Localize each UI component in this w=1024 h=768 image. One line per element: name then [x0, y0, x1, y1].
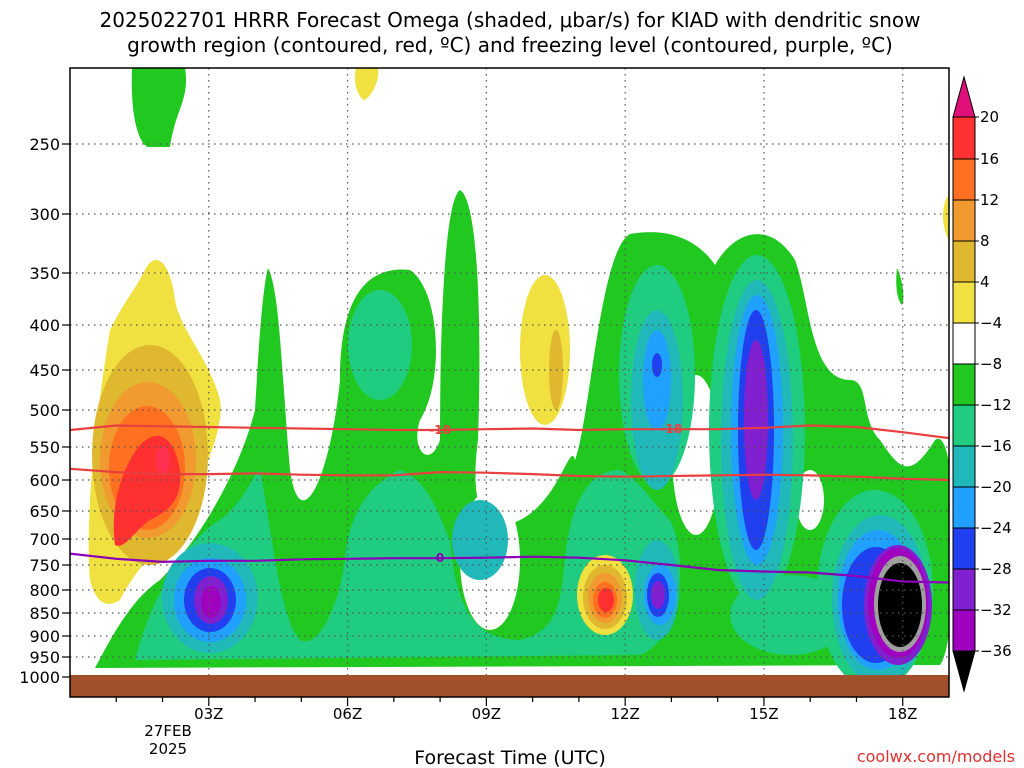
colorbar-low-arrow [952, 650, 976, 693]
colorbar-label: −36 [980, 642, 1012, 660]
omega-region-teal [348, 290, 412, 400]
x-tick-label: 06Z [333, 705, 362, 723]
y-tick-label: 900 [29, 627, 60, 646]
y-tick-label: 450 [29, 361, 60, 380]
colorbar-bin [952, 116, 976, 160]
temperature-contours: -18 -18 0 [70, 422, 949, 584]
omega-region-magenta [156, 446, 170, 474]
omega-region-green-small [896, 268, 904, 305]
omega-region-cyan [452, 500, 508, 580]
contour-line [70, 467, 949, 482]
omega-region-teal [135, 470, 680, 660]
x-axis: 03Z 06Z 09Z 12Z 15Z 18Z [115, 697, 917, 723]
y-tick-label: 350 [29, 264, 60, 283]
y-tick-label: 1000 [19, 668, 60, 687]
colorbar: 20 16 12 8 4 −4 −8 −12 −16 −20 −24 −28 −32 −36 [952, 75, 1012, 693]
omega-region-purple [744, 340, 768, 500]
colorbar-label: 20 [980, 108, 999, 126]
colorbar-bin [952, 609, 976, 652]
colorbar-label: −4 [980, 314, 1002, 332]
omega-region-lightblue [643, 330, 671, 430]
colorbar-bin [952, 158, 976, 201]
x-tick-label: 15Z [749, 705, 778, 723]
y-tick-label: 650 [29, 502, 60, 521]
omega-region-red [598, 588, 614, 612]
y-tick-label: 750 [29, 556, 60, 575]
plot-area: -18 -18 0 [70, 68, 949, 697]
chart-title-line2: growth region (contoured, red, ºC) and f… [127, 33, 893, 57]
colorbar-bin [952, 240, 976, 283]
colorbar-bin [952, 363, 976, 406]
colorbar-label: 16 [980, 150, 999, 168]
colorbar-label: −12 [980, 396, 1012, 414]
surface-band [70, 675, 949, 697]
colorbar-label: −20 [980, 478, 1012, 496]
credit-link[interactable]: coolwx.com/models [857, 747, 1015, 766]
colorbar-bin [952, 404, 976, 447]
omega-region-blue [652, 353, 662, 377]
colorbar-label: −32 [980, 601, 1012, 619]
colorbar-label: 4 [980, 273, 990, 291]
colorbar-high-arrow [952, 75, 976, 118]
x-tick-label: 03Z [194, 705, 223, 723]
x-tick-label: 09Z [472, 705, 501, 723]
colorbar-label: −16 [980, 437, 1012, 455]
omega-region-darkpurple [201, 586, 221, 618]
y-tick-label: 600 [29, 471, 60, 490]
colorbar-bin [952, 568, 976, 611]
chart-title-line1: 2025022701 HRRR Forecast Omega (shaded, … [100, 8, 921, 32]
y-axis: 250 300 350 400 450 500 550 600 650 700 750 800 850 9… [19, 135, 70, 687]
omega-region-yellow [354, 68, 379, 100]
y-tick-label: 800 [29, 581, 60, 600]
y-tick-label: 950 [29, 648, 60, 667]
colorbar-bin [952, 281, 976, 324]
colorbar-bin [952, 199, 976, 242]
colorbar-label: 8 [980, 232, 990, 250]
omega-hole [796, 470, 824, 530]
omega-region-yellow [942, 195, 949, 240]
y-tick-label: 300 [29, 205, 60, 224]
colorbar-bin [952, 445, 976, 488]
plot-frame [69, 67, 950, 698]
omega-region-green-top [131, 68, 187, 147]
contour-label: -18 [429, 423, 451, 437]
y-tick-label: 400 [29, 316, 60, 335]
y-tick-label: 700 [29, 530, 60, 549]
colorbar-bin [952, 486, 976, 529]
colorbar-label: 12 [980, 191, 999, 209]
x-date-year: 2025 [149, 740, 187, 758]
x-axis-title: Forecast Time (UTC) [414, 747, 605, 768]
contour-label: 0 [436, 551, 444, 565]
colorbar-label: −8 [980, 355, 1002, 373]
colorbar-bin [952, 322, 976, 365]
omega-region-purple [651, 581, 665, 609]
colorbar-label: −24 [980, 519, 1012, 537]
contour-line [70, 552, 949, 584]
y-tick-label: 250 [29, 135, 60, 154]
y-tick-label: 850 [29, 604, 60, 623]
contour-label: -18 [661, 422, 683, 436]
y-tick-label: 500 [29, 401, 60, 420]
x-tick-label: 18Z [888, 705, 917, 723]
omega-region-black [878, 563, 922, 647]
x-date-day: 27FEB [144, 722, 191, 740]
colorbar-label: −28 [980, 560, 1012, 578]
contour-line [70, 424, 949, 440]
omega-region-yellow [520, 275, 570, 425]
colorbar-bin [952, 527, 976, 570]
y-tick-label: 550 [29, 438, 60, 457]
x-tick-label: 12Z [610, 705, 639, 723]
